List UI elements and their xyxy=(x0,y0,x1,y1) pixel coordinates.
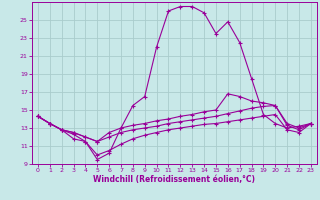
X-axis label: Windchill (Refroidissement éolien,°C): Windchill (Refroidissement éolien,°C) xyxy=(93,175,255,184)
